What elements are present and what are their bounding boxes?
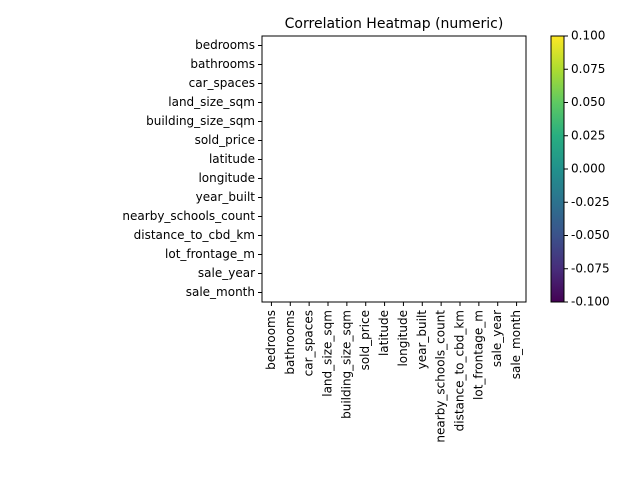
colorbar bbox=[550, 35, 565, 303]
y-tick-label: year_built bbox=[196, 190, 256, 204]
y-tick-label: distance_to_cbd_km bbox=[134, 228, 255, 242]
y-tick-label: sale_year bbox=[198, 266, 255, 280]
y-tick-label: building_size_sqm bbox=[146, 114, 255, 128]
colorbar-tick-label: -0.050 bbox=[571, 228, 610, 242]
y-tick-label: lot_frontage_m bbox=[165, 247, 255, 261]
x-tick-label: car_spaces bbox=[302, 310, 316, 376]
y-tick-label: longitude bbox=[198, 171, 255, 185]
x-tick-label: sold_price bbox=[358, 310, 372, 370]
y-tick-label: latitude bbox=[209, 152, 255, 166]
y-tick-label: sold_price bbox=[195, 133, 255, 147]
y-tick-label: nearby_schools_count bbox=[122, 209, 255, 223]
x-tick-label: distance_to_cbd_km bbox=[453, 310, 467, 431]
x-tick-label: lot_frontage_m bbox=[471, 310, 485, 400]
x-tick-label: latitude bbox=[377, 310, 391, 356]
chart-title: Correlation Heatmap (numeric) bbox=[285, 16, 504, 32]
x-tick-label: bathrooms bbox=[283, 310, 297, 375]
x-tick-label: sale_year bbox=[490, 310, 504, 367]
x-tick-label: year_built bbox=[415, 310, 429, 370]
x-tick-label: sale_month bbox=[509, 310, 523, 379]
y-tick-label: sale_month bbox=[186, 285, 255, 299]
x-tick-label: longitude bbox=[396, 310, 410, 367]
colorbar-tick-label: 0.100 bbox=[571, 29, 605, 43]
y-tick-label: land_size_sqm bbox=[168, 95, 255, 109]
colorbar-tick-label: 0.000 bbox=[571, 162, 605, 176]
y-tick-label: bedrooms bbox=[195, 38, 255, 52]
x-tick-label: land_size_sqm bbox=[321, 310, 335, 397]
x-tick-label: bedrooms bbox=[264, 310, 278, 370]
heatmap-plot-area bbox=[261, 35, 527, 303]
colorbar-tick-label: 0.050 bbox=[571, 95, 605, 109]
y-tick-label: car_spaces bbox=[189, 76, 255, 90]
colorbar-tick-label: -0.025 bbox=[571, 195, 610, 209]
colorbar-tick-label: -0.075 bbox=[571, 261, 610, 275]
x-tick-label: nearby_schools_count bbox=[434, 310, 448, 443]
y-tick-label: bathrooms bbox=[190, 57, 255, 71]
y-axis: bedrooms bathrooms car_spaces land_size_sqm… bbox=[122, 38, 262, 299]
colorbar-tick-label: -0.100 bbox=[571, 295, 610, 309]
colorbar-tick-label: 0.075 bbox=[571, 62, 605, 76]
x-tick-label: building_size_sqm bbox=[339, 310, 353, 419]
colorbar-tick-label: 0.025 bbox=[571, 128, 605, 142]
colorbar-axis: -0.100 -0.075 -0.050 -0.025 0.000 0.025 0.050 0… bbox=[564, 29, 610, 309]
x-axis: bedrooms bathrooms car_spaces land_size_sqm… bbox=[264, 302, 523, 443]
